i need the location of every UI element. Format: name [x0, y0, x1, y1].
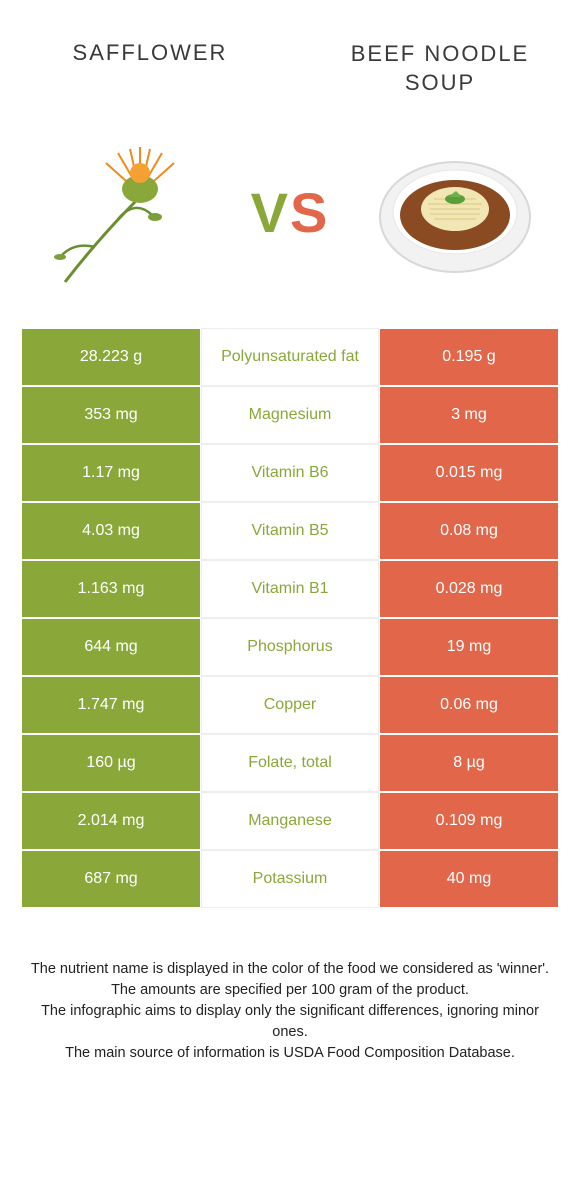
nutrient-label: Vitamin B5: [201, 502, 379, 560]
right-value: 0.028 mg: [379, 560, 559, 618]
nutrient-label: Folate, total: [201, 734, 379, 792]
nutrient-label: Polyunsaturated fat: [201, 328, 379, 386]
right-value: 0.08 mg: [379, 502, 559, 560]
table-row: 4.03 mgVitamin B50.08 mg: [21, 502, 559, 560]
nutrient-label: Copper: [201, 676, 379, 734]
table-row: 160 µgFolate, total8 µg: [21, 734, 559, 792]
images-row: VS: [0, 117, 580, 327]
vs-badge: VS: [251, 180, 330, 245]
right-value: 0.06 mg: [379, 676, 559, 734]
table-row: 353 mgMagnesium3 mg: [21, 386, 559, 444]
footer-line-3: The infographic aims to display only the…: [30, 1001, 550, 1043]
footer-notes: The nutrient name is displayed in the co…: [0, 959, 580, 1104]
left-food-image: [40, 127, 210, 297]
soup-bowl-icon: [370, 127, 540, 297]
nutrient-label: Manganese: [201, 792, 379, 850]
table-row: 687 mgPotassium40 mg: [21, 850, 559, 908]
left-value: 644 mg: [21, 618, 201, 676]
table-row: 1.163 mgVitamin B10.028 mg: [21, 560, 559, 618]
footer-line-2: The amounts are specified per 100 gram o…: [30, 980, 550, 1001]
left-value: 353 mg: [21, 386, 201, 444]
nutrient-label: Vitamin B6: [201, 444, 379, 502]
footer-line-4: The main source of information is USDA F…: [30, 1043, 550, 1064]
left-title: Safflower: [50, 40, 250, 97]
right-title: Beef noodle soup: [350, 40, 530, 97]
table-row: 1.17 mgVitamin B60.015 mg: [21, 444, 559, 502]
left-value: 687 mg: [21, 850, 201, 908]
vs-s-letter: S: [290, 181, 329, 244]
left-value: 1.17 mg: [21, 444, 201, 502]
right-value: 8 µg: [379, 734, 559, 792]
table-row: 1.747 mgCopper0.06 mg: [21, 676, 559, 734]
left-value: 2.014 mg: [21, 792, 201, 850]
left-value: 160 µg: [21, 734, 201, 792]
nutrient-label: Magnesium: [201, 386, 379, 444]
nutrient-label: Phosphorus: [201, 618, 379, 676]
right-value: 19 mg: [379, 618, 559, 676]
vs-v-letter: V: [251, 181, 290, 244]
left-value: 1.747 mg: [21, 676, 201, 734]
table-row: 644 mgPhosphorus19 mg: [21, 618, 559, 676]
nutrient-label: Vitamin B1: [201, 560, 379, 618]
right-value: 40 mg: [379, 850, 559, 908]
nutrient-table: 28.223 gPolyunsaturated fat0.195 g353 mg…: [20, 327, 560, 909]
right-value: 0.109 mg: [379, 792, 559, 850]
table-row: 28.223 gPolyunsaturated fat0.195 g: [21, 328, 559, 386]
left-value: 28.223 g: [21, 328, 201, 386]
right-value: 3 mg: [379, 386, 559, 444]
nutrient-label: Potassium: [201, 850, 379, 908]
safflower-icon: [40, 127, 210, 297]
titles-row: Safflower Beef noodle soup: [0, 0, 580, 117]
right-value: 0.195 g: [379, 328, 559, 386]
right-value: 0.015 mg: [379, 444, 559, 502]
footer-line-1: The nutrient name is displayed in the co…: [30, 959, 550, 980]
right-food-image: [370, 127, 540, 297]
left-value: 1.163 mg: [21, 560, 201, 618]
table-row: 2.014 mgManganese0.109 mg: [21, 792, 559, 850]
left-value: 4.03 mg: [21, 502, 201, 560]
